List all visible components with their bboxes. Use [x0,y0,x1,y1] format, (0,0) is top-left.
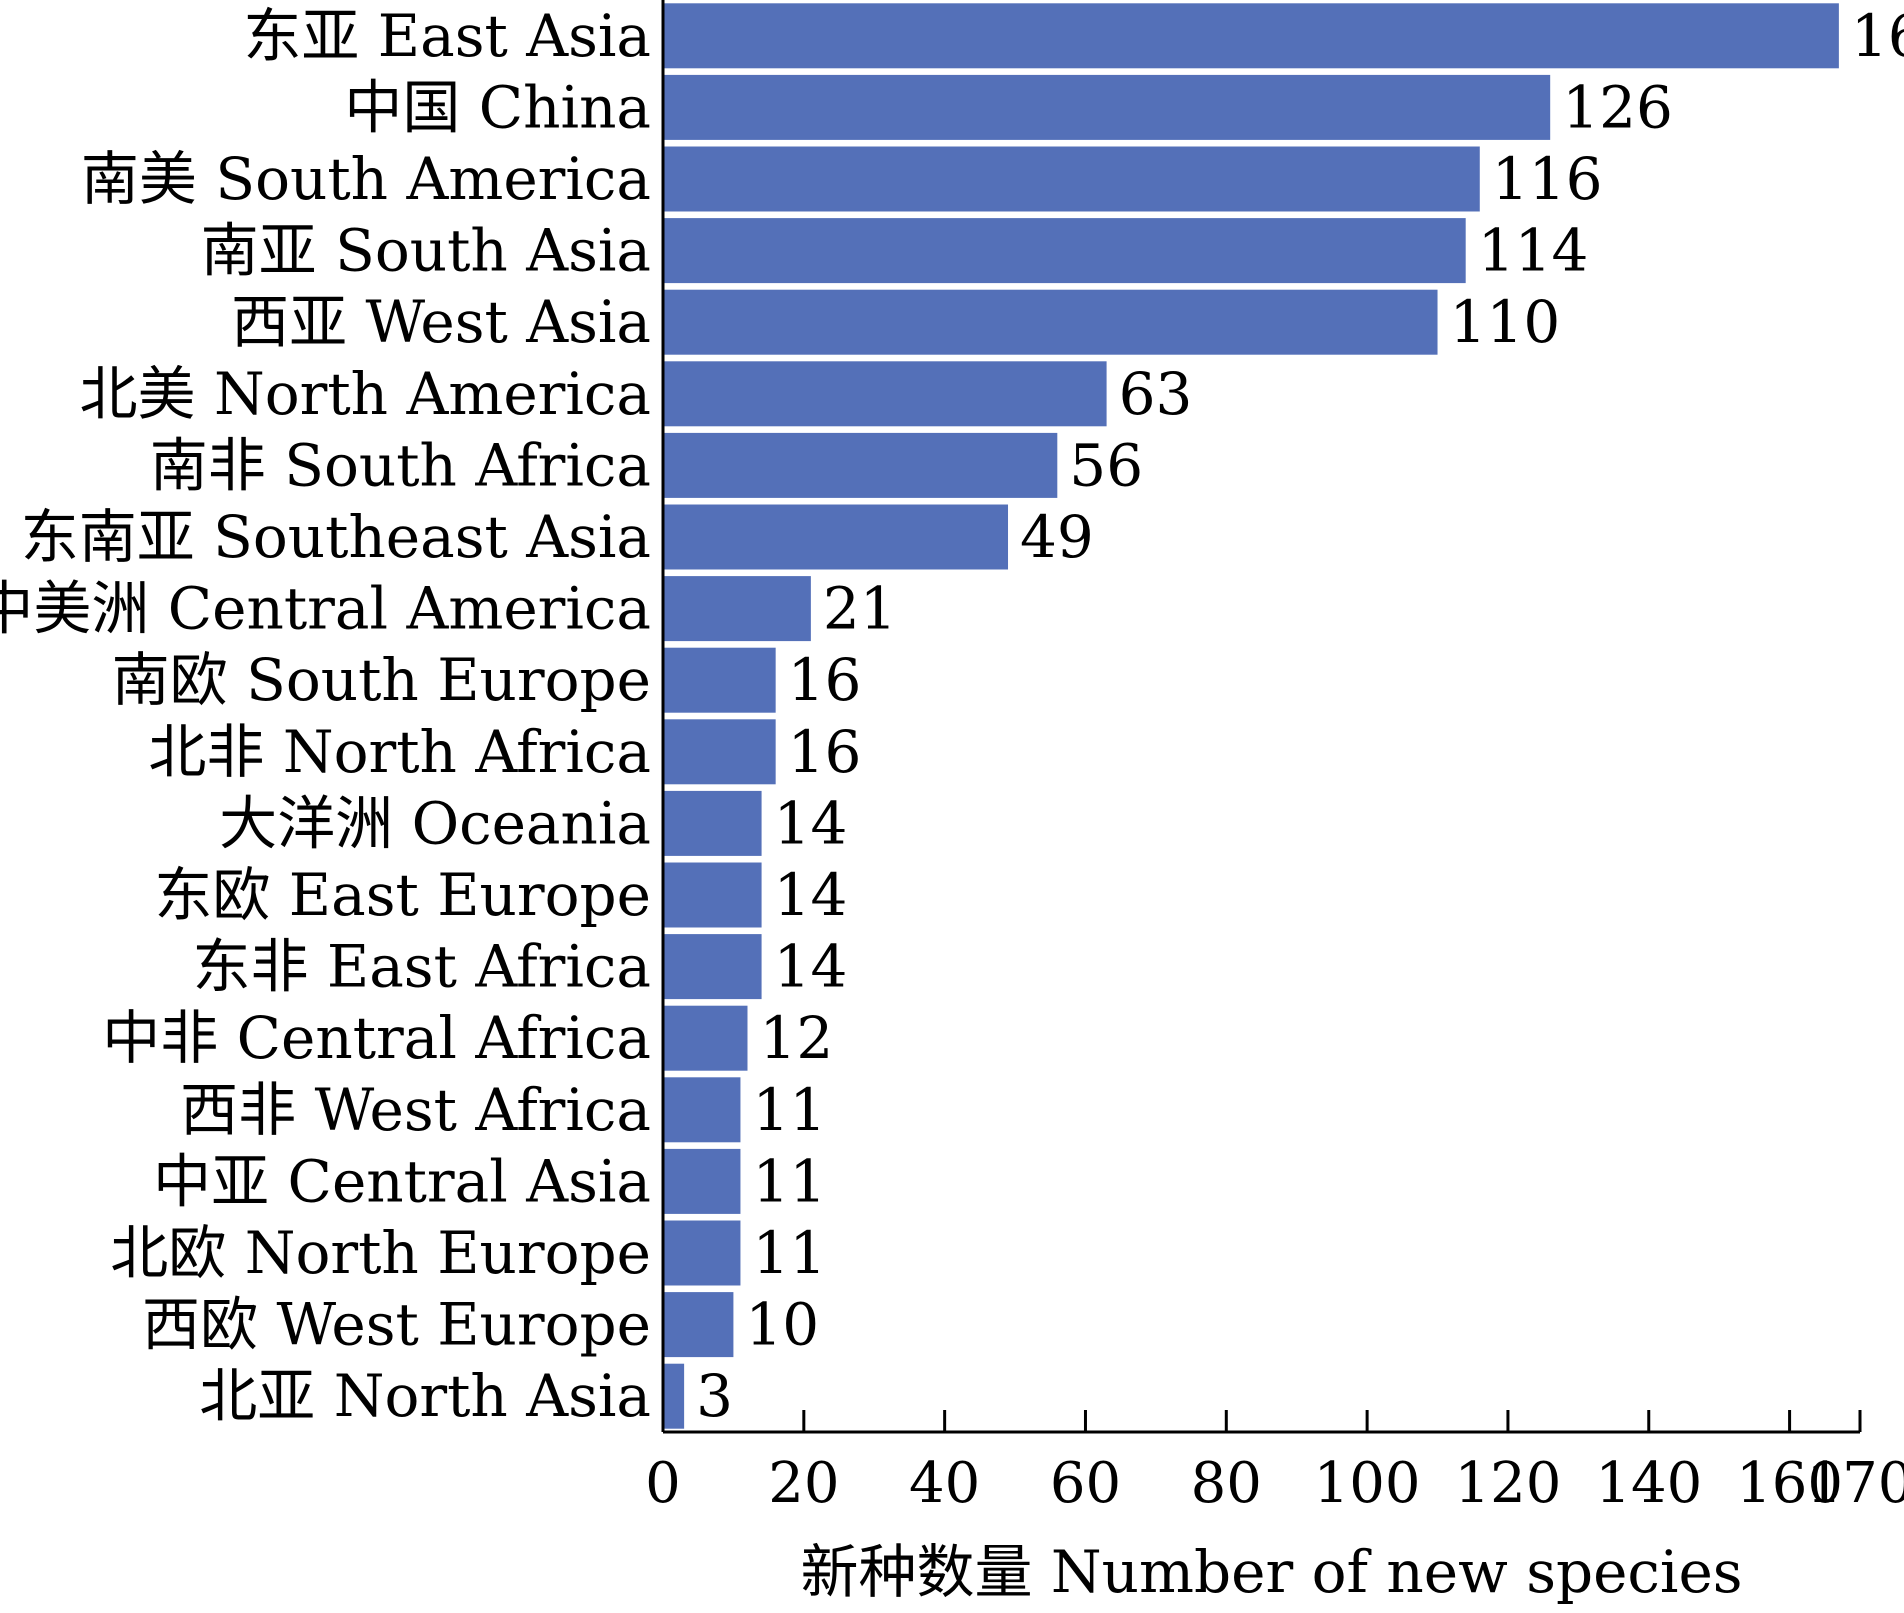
category-label: 南亚 South Asia [201,217,651,285]
bar [663,289,1438,355]
x-tick-label: 40 [909,1451,980,1516]
x-tick-label: 170 [1807,1451,1904,1516]
x-tick-label: 120 [1454,1451,1561,1516]
bar [663,218,1466,284]
category-label: 中亚 Central Asia [153,1147,651,1215]
bar [663,934,762,1000]
value-label: 14 [774,861,848,929]
bar [663,1220,741,1286]
category-label: 北亚 North Asia [199,1362,651,1430]
bar [663,647,776,713]
value-label: 167 [1851,2,1904,70]
value-label: 3 [696,1362,733,1430]
category-label: 西非 West Africa [180,1076,651,1144]
category-label: 南非 South Africa [150,431,651,499]
value-label: 11 [752,1147,826,1215]
bar [663,862,762,928]
x-tick-label: 80 [1191,1451,1262,1516]
category-label: 东欧 East Europe [154,861,651,929]
value-label: 63 [1119,360,1193,428]
category-label: 西欧 West Europe [142,1291,651,1359]
bar [663,146,1480,212]
x-tick-label: 20 [768,1451,839,1516]
category-label: 西亚 West Asia [231,288,651,356]
x-tick-label: 160 [1736,1451,1843,1516]
bar [663,1148,741,1214]
value-label: 126 [1562,73,1673,141]
category-label: 大洋洲 Oceania [219,789,651,857]
x-tick-label: 0 [645,1451,681,1516]
category-label: 中国 China [344,73,651,141]
bar [663,576,811,642]
category-label: 北美 North America [80,360,651,428]
bar [663,1077,741,1143]
x-tick-label: 140 [1595,1451,1702,1516]
x-tick-label: 100 [1314,1451,1421,1516]
category-label: 南美 South America [81,145,651,213]
bar [663,361,1107,427]
category-label: 东南亚 Southeast Asia [21,503,651,571]
bar [663,1292,734,1358]
value-label: 11 [752,1076,826,1144]
value-label: 16 [788,718,862,786]
value-label: 10 [745,1291,819,1359]
bar [663,790,762,856]
bars-group [663,3,1839,1429]
bar [663,719,776,785]
value-label: 114 [1478,217,1589,285]
value-label: 21 [823,575,897,643]
category-label: 东非 East Africa [192,933,651,1001]
category-label: 中美洲 Central America [0,575,651,643]
bar [663,1363,685,1429]
category-label: 中非 Central Africa [102,1004,651,1072]
value-label: 49 [1020,503,1094,571]
bar [663,504,1009,570]
value-labels: 1671261161141106356492116161414141211111… [696,2,1904,1430]
value-label: 16 [788,646,862,714]
bar [663,432,1058,498]
bar [663,3,1839,69]
value-label: 11 [752,1219,826,1287]
x-axis-title: 新种数量 Number of new species [800,1538,1742,1606]
value-label: 12 [759,1004,833,1072]
value-label: 110 [1450,288,1561,356]
value-label: 56 [1069,431,1143,499]
value-label: 14 [774,933,848,1001]
category-label: 南欧 South Europe [112,646,651,714]
bar [663,74,1551,140]
bar [663,1005,748,1071]
value-label: 14 [774,789,848,857]
category-label: 北非 North Africa [148,718,651,786]
category-label: 东亚 East Asia [243,2,651,70]
x-tick-label: 60 [1050,1451,1121,1516]
value-label: 116 [1492,145,1603,213]
category-label: 北欧 North Europe [110,1219,651,1287]
